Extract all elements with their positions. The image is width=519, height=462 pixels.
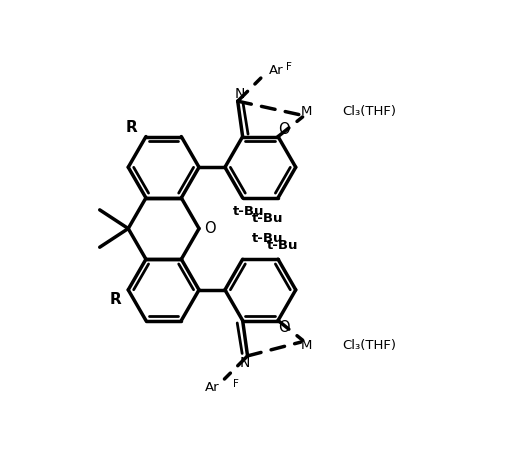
Text: Ar: Ar [205,381,220,394]
Text: F: F [233,379,239,389]
Text: Ar: Ar [269,64,284,77]
Text: t-Bu: t-Bu [252,232,283,245]
Text: t-Bu: t-Bu [267,239,299,252]
Text: N: N [240,356,250,370]
Text: t-Bu: t-Bu [233,205,264,218]
Text: t-Bu: t-Bu [252,212,283,225]
Text: F: F [286,62,292,72]
Text: R: R [110,292,122,307]
Text: O: O [278,122,290,137]
Text: Cl₃(THF): Cl₃(THF) [342,105,396,118]
Text: N: N [235,87,245,101]
Text: Cl₃(THF): Cl₃(THF) [342,339,396,352]
Text: M: M [301,339,312,352]
Text: M: M [301,105,312,118]
Text: R: R [125,120,137,135]
Text: O: O [278,320,290,335]
Text: O: O [204,221,216,236]
